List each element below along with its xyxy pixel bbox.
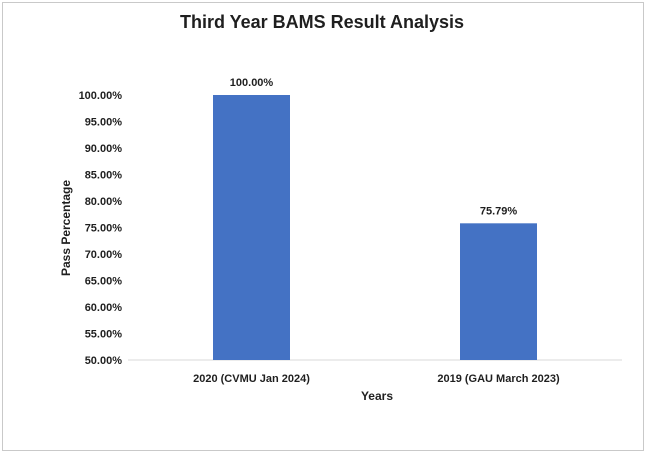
bar [213, 95, 290, 360]
bar-data-label: 75.79% [480, 205, 518, 217]
y-tick-label: 50.00% [85, 355, 123, 367]
bar [460, 223, 537, 360]
y-tick-label: 65.00% [85, 276, 123, 288]
y-tick-label: 60.00% [85, 302, 123, 314]
y-tick-label: 100.00% [79, 90, 123, 102]
y-tick-label: 70.00% [85, 249, 123, 261]
y-axis-label: Pass Percentage [59, 180, 73, 276]
y-tick-label: 95.00% [85, 117, 123, 129]
y-tick-label: 75.00% [85, 223, 123, 235]
y-tick-label: 55.00% [85, 329, 123, 341]
bars [213, 95, 537, 360]
y-axis-ticks: 50.00% 55.00% 60.00% 65.00% 70.00% 75.00% 80.0… [79, 90, 123, 367]
chart-title: Third Year BAMS Result Analysis [180, 12, 464, 32]
x-axis-categories: 2020 (CVMU Jan 2024) 2019 (GAU March 2023… [193, 373, 560, 385]
y-tick-label: 85.00% [85, 170, 123, 182]
x-axis-label: Years [361, 389, 393, 403]
y-tick-label: 90.00% [85, 143, 123, 155]
x-category-label: 2020 (CVMU Jan 2024) [193, 373, 310, 385]
data-labels: 100.00% 75.79% [230, 77, 518, 217]
y-tick-label: 80.00% [85, 196, 123, 208]
bar-data-label: 100.00% [230, 77, 274, 89]
x-category-label: 2019 (GAU March 2023) [437, 373, 560, 385]
